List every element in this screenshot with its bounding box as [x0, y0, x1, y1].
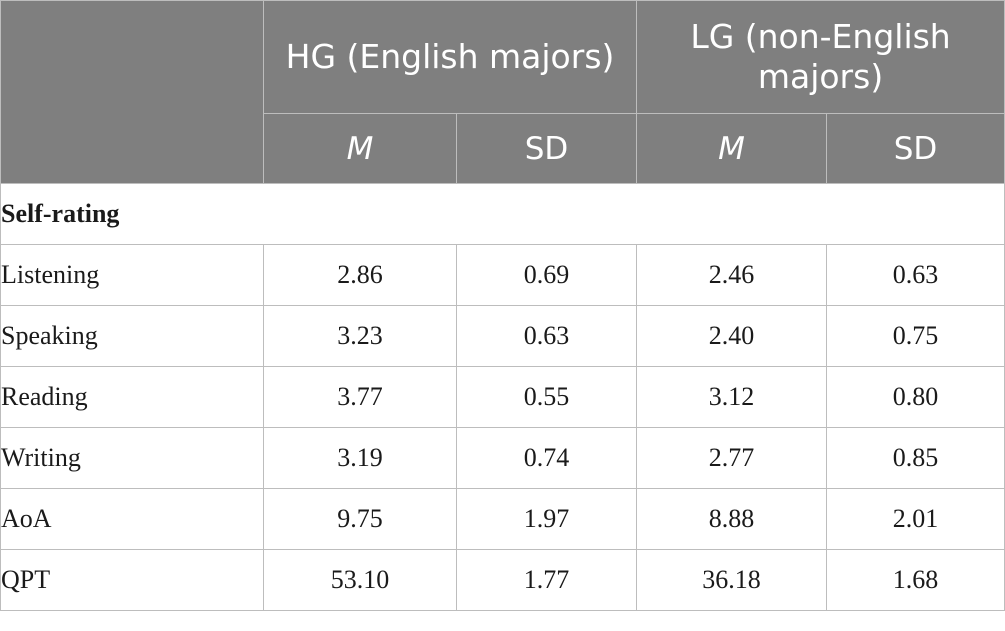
hg-sd-value: 0.69: [455, 244, 638, 306]
table-body: Self-rating Listening 2.86 0.69 2.46 0.6…: [0, 183, 1005, 611]
table-row: Reading 3.77 0.55 3.12 0.80: [0, 366, 1005, 428]
header-lg-sd: SD: [826, 113, 1005, 184]
hg-m-value: 2.86: [263, 244, 457, 306]
row-label: AoA: [0, 488, 264, 550]
row-label: Listening: [0, 244, 264, 306]
row-label: QPT: [0, 549, 264, 611]
table-row: Speaking 3.23 0.63 2.40 0.75: [0, 305, 1005, 367]
lg-sd-value: 2.01: [826, 488, 1005, 550]
lg-sd-value: 0.80: [826, 366, 1005, 428]
lg-m-value: 2.40: [636, 305, 828, 367]
header-empty-cell: [0, 0, 264, 184]
lg-sd-value: 0.75: [826, 305, 1005, 367]
table-row: Writing 3.19 0.74 2.77 0.85: [0, 427, 1005, 489]
hg-sd-value: 1.77: [455, 549, 638, 611]
hg-m-value: 3.19: [263, 427, 457, 489]
section-label: Self-rating: [0, 183, 1005, 245]
hg-sd-value: 0.63: [455, 305, 638, 367]
table-header: HG (English majors) LG (non-English majo…: [0, 0, 1005, 184]
lg-m-value: 2.46: [636, 244, 828, 306]
lg-m-value: 36.18: [636, 549, 828, 611]
hg-m-value: 53.10: [263, 549, 457, 611]
row-label: Speaking: [0, 305, 264, 367]
section-row: Self-rating: [0, 183, 1005, 245]
row-label: Reading: [0, 366, 264, 428]
header-hg-m: M: [263, 113, 457, 184]
header-hg-sd: SD: [455, 113, 638, 184]
lg-sd-value: 0.85: [826, 427, 1005, 489]
hg-sd-value: 0.74: [455, 427, 638, 489]
lg-m-value: 2.77: [636, 427, 828, 489]
table-row: AoA 9.75 1.97 8.88 2.01: [0, 488, 1005, 550]
header-group-lg: LG (non-English majors): [636, 0, 1005, 114]
header-row-stats: M SD M SD: [1, 113, 1005, 184]
lg-sd-value: 1.68: [826, 549, 1005, 611]
lg-m-value: 8.88: [636, 488, 828, 550]
hg-sd-value: 1.97: [455, 488, 638, 550]
hg-sd-value: 0.55: [455, 366, 638, 428]
lg-m-value: 3.12: [636, 366, 828, 428]
table-row: QPT 53.10 1.77 36.18 1.68: [0, 549, 1005, 611]
hg-m-value: 9.75: [263, 488, 457, 550]
hg-m-value: 3.77: [263, 366, 457, 428]
header-group-hg: HG (English majors): [262, 0, 638, 114]
header-lg-m: M: [636, 113, 828, 184]
data-table: HG (English majors) LG (non-English majo…: [0, 0, 1005, 611]
table-row: Listening 2.86 0.69 2.46 0.63: [0, 244, 1005, 306]
row-label: Writing: [0, 427, 264, 489]
header-row-groups: HG (English majors) LG (non-English majo…: [0, 0, 1005, 184]
hg-m-value: 3.23: [263, 305, 457, 367]
lg-sd-value: 0.63: [826, 244, 1005, 306]
